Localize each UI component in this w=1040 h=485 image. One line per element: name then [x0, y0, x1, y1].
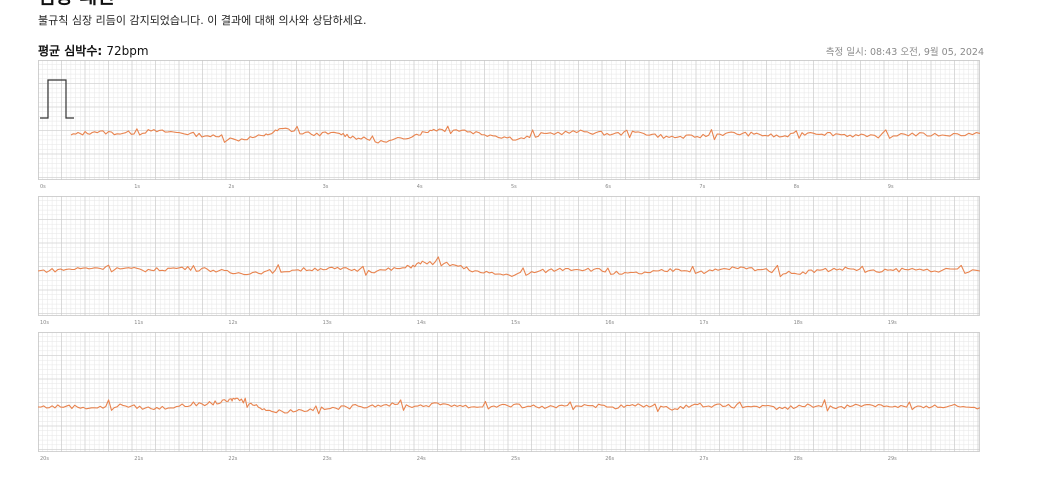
ecg-grid: [38, 332, 980, 452]
time-tick-label: 23s: [323, 456, 332, 462]
time-tick-label: 17s: [699, 320, 708, 326]
time-tick-label: 13s: [323, 320, 332, 326]
time-tick-label: 6s: [605, 184, 611, 190]
ecg-strip-2-svg: 20s 21s 22s 23s 24s 25s 26s 27s 28s 29s: [38, 332, 980, 462]
time-tick-label: 15s: [511, 320, 520, 326]
time-tick-label: 24s: [417, 456, 426, 462]
ecg-grid: [38, 60, 980, 180]
ecg-grid: [38, 196, 980, 316]
time-tick-label: 18s: [794, 320, 803, 326]
average-heart-rate-label: 평균 심박수:: [38, 44, 103, 58]
time-tick-label: 10s: [40, 320, 49, 326]
average-heart-rate-value: 72bpm: [106, 44, 149, 58]
average-heart-rate: 평균 심박수: 72bpm: [38, 42, 149, 59]
time-tick-label: 12s: [228, 320, 237, 326]
calibration-pulse: [40, 79, 74, 119]
time-tick-label: 8s: [794, 184, 800, 190]
time-tick-label: 11s: [134, 320, 143, 326]
time-tick-label: 21s: [134, 456, 143, 462]
ecg-strip-1-svg: 10s 11s 12s 13s 14s 15s 16s 17s 18s 19s: [38, 196, 980, 326]
ecg-trace: [38, 256, 980, 278]
ecg-strip-0-10s: 0s 1s 2s 3s 4s 5s 6s 7s 8s 9s: [38, 60, 980, 200]
ecg-trace: [38, 397, 980, 415]
time-tick-label: 27s: [699, 456, 708, 462]
time-tick-label: 16s: [605, 320, 614, 326]
time-tick-label: 19s: [888, 320, 897, 326]
time-tick-label: 26s: [605, 456, 614, 462]
time-tick-label: 3s: [323, 184, 329, 190]
ecg-strip-20-30s: 20s 21s 22s 23s 24s 25s 26s 27s 28s 29s: [38, 332, 980, 472]
time-tick-label: 0s: [40, 184, 46, 190]
page-title: 심장 패턴: [38, 0, 115, 8]
time-tick-label: 5s: [511, 184, 517, 190]
ecg-strip-0-svg: 0s 1s 2s 3s 4s 5s 6s 7s 8s 9s: [38, 60, 980, 190]
ecg-trace: [70, 125, 980, 144]
time-tick-label: 20s: [40, 456, 49, 462]
time-tick-label: 2s: [228, 184, 234, 190]
time-tick-label: 28s: [794, 456, 803, 462]
time-tick-label: 7s: [699, 184, 705, 190]
ecg-strip-10-20s: 10s 11s 12s 13s 14s 15s 16s 17s 18s 19s: [38, 196, 980, 336]
time-tick-label: 25s: [511, 456, 520, 462]
measurement-timestamp: 측정 일시: 08:43 오전, 9월 05, 2024: [825, 47, 984, 58]
time-tick-label: 22s: [228, 456, 237, 462]
time-tick-label: 29s: [888, 456, 897, 462]
time-tick-label: 14s: [417, 320, 426, 326]
alert-message: 불규칙 심장 리듬이 감지되었습니다. 이 결과에 대해 의사와 상담하세요.: [38, 14, 367, 27]
time-tick-label: 1s: [134, 184, 140, 190]
time-tick-label: 4s: [417, 184, 423, 190]
time-tick-label: 9s: [888, 184, 894, 190]
